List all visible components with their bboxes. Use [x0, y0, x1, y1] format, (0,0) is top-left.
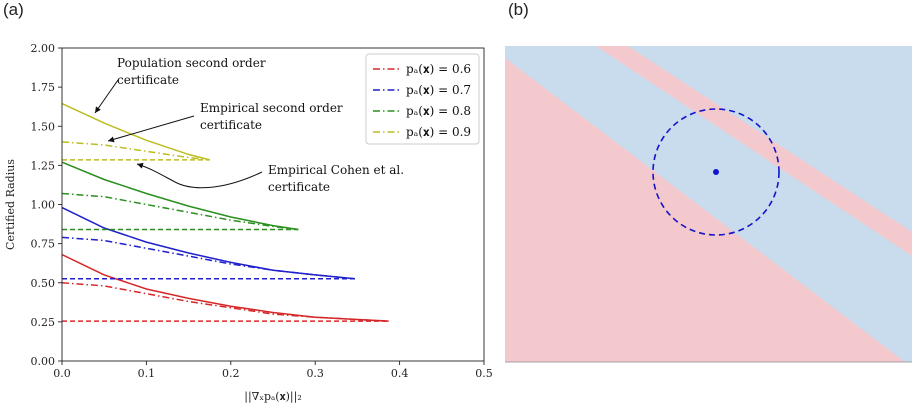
panel-label-a: (a)	[3, 0, 24, 19]
legend-box	[365, 53, 480, 145]
annotation-3-arrow	[136, 162, 263, 189]
annotation-1-line-2: certificate	[117, 73, 179, 87]
y-tick-label: 1.25	[31, 159, 56, 172]
annotation-2-line-1: Empirical second order	[200, 101, 343, 115]
y-tick-label: 1.50	[31, 120, 56, 133]
legend-label-4: pₐ(𝐱) = 0.9	[406, 125, 471, 139]
y-tick-label: 2.00	[31, 42, 56, 55]
legend-label-3: pₐ(𝐱) = 0.8	[406, 104, 471, 118]
y-tick-label: 0.00	[31, 355, 56, 368]
series-0.9-empirical	[61, 141, 210, 161]
annotation-3-line-1: Empirical Cohen et al.	[268, 163, 404, 177]
red-region-lower	[505, 58, 905, 362]
legend: pₐ(𝐱) = 0.6 pₐ(𝐱) = 0.7 pₐ(𝐱) = 0.8 pₐ(𝐱) =…	[365, 53, 480, 145]
series-0.7-empirical	[61, 236, 355, 280]
legend-label-2: pₐ(𝐱) = 0.7	[406, 83, 471, 97]
annotation-2-arrow	[107, 115, 195, 143]
series-layer	[61, 102, 389, 322]
axes-layer: 0.0 0.1 0.2 0.3 0.4 0.5 0.00 0.25 0.50 0.75 1.00 1.…	[4, 42, 493, 404]
x-tick-label: 0.4	[391, 367, 409, 380]
y-tick-label: 0.75	[31, 238, 56, 251]
y-axis-label: Certified Radius	[4, 159, 17, 250]
series-0.8-empirical	[61, 192, 299, 231]
series-0.9-population	[61, 102, 210, 161]
annotation-1-line-1: Population second order	[117, 56, 266, 70]
annotation-3-line-2: certificate	[268, 180, 330, 194]
series-0.6-empirical	[61, 282, 389, 322]
x-tick-label: 0.3	[306, 367, 324, 380]
y-tick-label: 0.50	[31, 277, 56, 290]
x-axis-label: ||∇ₓpₐ(𝐱)||₂	[244, 390, 301, 404]
y-tick-label: 0.25	[31, 316, 56, 329]
x-tick-label: 0.5	[475, 367, 493, 380]
red-band-upper	[596, 46, 912, 256]
y-tick-label: 1.75	[31, 81, 56, 94]
series-0.6-population	[61, 253, 389, 322]
series-0.8-population	[61, 161, 299, 231]
certified-circle	[652, 108, 780, 236]
y-tick-label: 1.00	[31, 199, 56, 212]
x-tick-label: 0.1	[138, 367, 156, 380]
x-tick-label: 0.0	[53, 367, 71, 380]
legend-label-1: pₐ(𝐱) = 0.6	[406, 62, 471, 76]
panel-label-b: (b)	[508, 0, 529, 19]
annotation-layer: Population second order certificate Empiri…	[94, 56, 404, 194]
center-point	[713, 169, 719, 175]
annotation-2-line-2: certificate	[200, 118, 262, 132]
x-tick-label: 0.2	[222, 367, 240, 380]
annotation-1-arrow	[94, 79, 119, 114]
